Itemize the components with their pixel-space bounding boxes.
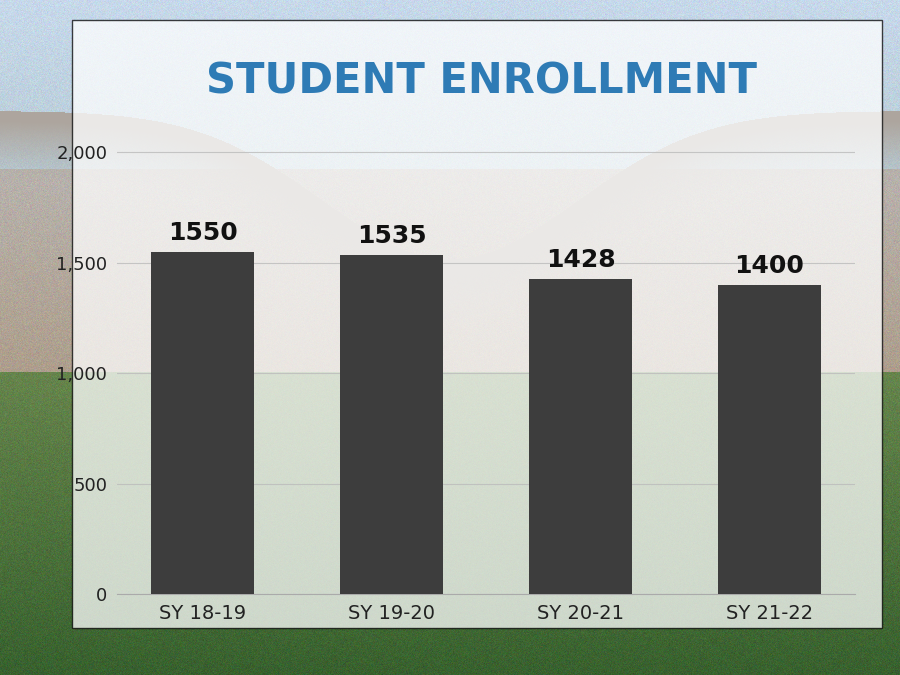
Bar [339, 255, 444, 594]
Bar [528, 279, 633, 594]
Bar [150, 252, 255, 594]
Text: 1535: 1535 [356, 224, 427, 248]
Text: STUDENT ENROLLMENT: STUDENT ENROLLMENT [206, 61, 757, 103]
Text: 1428: 1428 [545, 248, 616, 272]
Text: 1400: 1400 [734, 254, 805, 278]
Bar [717, 285, 822, 594]
Text: 1550: 1550 [167, 221, 238, 245]
